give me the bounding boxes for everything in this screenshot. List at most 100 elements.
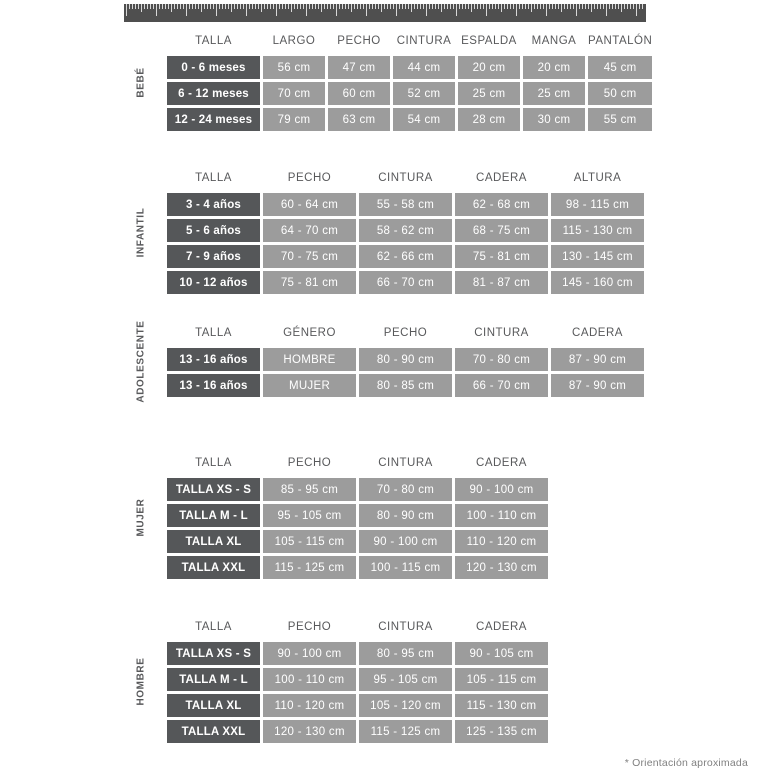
measure-cell: 98 - 115 cm (551, 193, 644, 216)
measure-cell: 115 - 125 cm (263, 556, 356, 579)
ruler-tick (582, 4, 583, 9)
ruler-tick (438, 4, 439, 9)
column-header: CINTURA (378, 621, 433, 633)
ruler-tick (246, 4, 247, 16)
size-cell: 6 - 12 meses (167, 82, 260, 105)
measure-cell: 110 - 120 cm (263, 694, 356, 717)
column-header: CINTURA (378, 172, 433, 184)
measure-cell: 80 - 90 cm (359, 348, 452, 371)
ruler-tick (531, 4, 532, 12)
ruler-tick (267, 4, 268, 9)
size-cell: TALLA XS - S (167, 642, 260, 665)
group-label-adolescente: ADOLESCENTE (130, 320, 152, 402)
table-row: TALLA M - L 95 - 105 cm 80 - 90 cm 100 -… (167, 504, 548, 527)
ruler-tick (567, 4, 568, 9)
measure-cell: 130 - 145 cm (551, 245, 644, 268)
ruler-tick (396, 4, 397, 16)
column-header: CADERA (476, 621, 527, 633)
ruler-tick (603, 4, 604, 9)
measure-cell: HOMBRE (263, 348, 356, 371)
measure-cell: 80 - 90 cm (359, 504, 452, 527)
ruler-tick (432, 4, 433, 9)
ruler-tick (210, 4, 211, 9)
table-row: 3 - 4 años 60 - 64 cm 55 - 58 cm 62 - 68… (167, 193, 644, 216)
measure-cell: 75 - 81 cm (263, 271, 356, 294)
size-table-block-mujer: MUJER TALLA PECHO CINTURA CADERA TALLA X… (130, 452, 551, 582)
column-header: GÉNERO (283, 327, 336, 339)
ruler-tick (630, 4, 631, 9)
measure-cell: 87 - 90 cm (551, 374, 644, 397)
ruler-tick (219, 4, 220, 9)
measure-cell: 56 cm (263, 56, 325, 79)
group-label-mujer: MUJER (130, 452, 152, 582)
ruler-tick (273, 4, 274, 9)
ruler-tick (318, 4, 319, 9)
ruler-tick (135, 4, 136, 9)
measure-cell: 100 - 110 cm (455, 504, 548, 527)
ruler-tick (336, 4, 337, 16)
ruler-tick (138, 4, 139, 9)
size-cell: 0 - 6 meses (167, 56, 260, 79)
measure-cell: 70 - 80 cm (455, 348, 548, 371)
ruler-tick (579, 4, 580, 9)
ruler-tick (300, 4, 301, 9)
table-row: 10 - 12 años 75 - 81 cm 66 - 70 cm 81 - … (167, 271, 644, 294)
ruler-tick (585, 4, 586, 9)
ruler-tick (276, 4, 277, 16)
size-table-block-hombre: HOMBRE TALLA PECHO CINTURA CADERA TALLA … (130, 616, 551, 746)
ruler-tick (270, 4, 271, 9)
measure-cell: 55 - 58 cm (359, 193, 452, 216)
group-label-infantil: INFANTIL (130, 167, 152, 297)
ruler-tick (129, 4, 130, 9)
ruler-tick (168, 4, 169, 9)
ruler-tick (483, 4, 484, 9)
table-row: 7 - 9 años 70 - 75 cm 62 - 66 cm 75 - 81… (167, 245, 644, 268)
column-header: TALLA (195, 172, 232, 184)
measure-cell: 95 - 105 cm (359, 668, 452, 691)
column-header: CINTURA (474, 327, 529, 339)
ruler-tick (360, 4, 361, 9)
ruler-tick (387, 4, 388, 9)
ruler-tick (171, 4, 172, 12)
ruler-tick (456, 4, 457, 16)
table-header-row: TALLA PECHO CINTURA CADERA ALTURA (167, 170, 644, 190)
ruler-tick (312, 4, 313, 9)
measure-cell: 25 cm (523, 82, 585, 105)
table-row: TALLA XS - S 90 - 100 cm 80 - 95 cm 90 -… (167, 642, 548, 665)
ruler-tick (468, 4, 469, 9)
ruler-tick (252, 4, 253, 9)
ruler-tick (588, 4, 589, 9)
measure-cell: 90 - 100 cm (455, 478, 548, 501)
ruler-tick (339, 4, 340, 9)
measure-cell: 79 cm (263, 108, 325, 131)
measure-cell: 80 - 85 cm (359, 374, 452, 397)
ruler-tick (537, 4, 538, 9)
measure-cell: 120 - 130 cm (263, 720, 356, 743)
table-row: TALLA XXL 120 - 130 cm 115 - 125 cm 125 … (167, 720, 548, 743)
table-row: TALLA XS - S 85 - 95 cm 70 - 80 cm 90 - … (167, 478, 548, 501)
column-header: CINTURA (378, 457, 433, 469)
measure-cell: 100 - 110 cm (263, 668, 356, 691)
table-header-row: TALLA GÉNERO PECHO CINTURA CADERA (167, 325, 644, 345)
ruler-tick (501, 4, 502, 12)
ruler-tick (471, 4, 472, 12)
ruler-tick (375, 4, 376, 9)
measure-cell: 120 - 130 cm (455, 556, 548, 579)
measure-cell: 90 - 105 cm (455, 642, 548, 665)
ruler-tick (522, 4, 523, 9)
ruler-tick (177, 4, 178, 9)
ruler-tick (240, 4, 241, 9)
ruler-tick (534, 4, 535, 9)
ruler-tick (513, 4, 514, 9)
size-cell: TALLA M - L (167, 504, 260, 527)
measure-cell: 70 - 80 cm (359, 478, 452, 501)
size-cell: TALLA XXL (167, 556, 260, 579)
size-cell: 7 - 9 años (167, 245, 260, 268)
ruler-tick (549, 4, 550, 9)
ruler-tick (204, 4, 205, 9)
ruler-tick (180, 4, 181, 9)
size-cell: 5 - 6 años (167, 219, 260, 242)
ruler-tick (237, 4, 238, 9)
measure-cell: 90 - 100 cm (359, 530, 452, 553)
ruler-tick (348, 4, 349, 9)
